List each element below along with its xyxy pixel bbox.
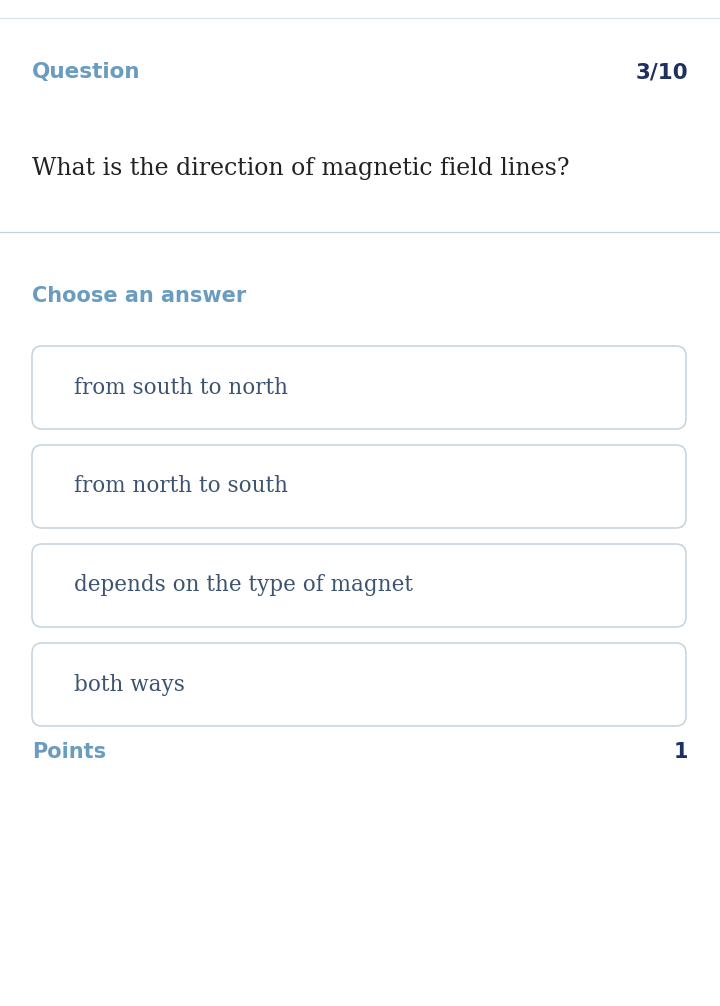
FancyBboxPatch shape: [32, 346, 686, 429]
Text: Choose an answer: Choose an answer: [32, 286, 246, 306]
Text: Points: Points: [32, 742, 106, 762]
Text: from south to north: from south to north: [74, 376, 288, 398]
FancyBboxPatch shape: [32, 643, 686, 726]
FancyBboxPatch shape: [32, 445, 686, 528]
Text: 1: 1: [673, 742, 688, 762]
Text: Question: Question: [32, 62, 140, 82]
FancyBboxPatch shape: [32, 544, 686, 627]
Text: 3/10: 3/10: [635, 62, 688, 82]
Text: depends on the type of magnet: depends on the type of magnet: [74, 574, 413, 597]
Text: from north to south: from north to south: [74, 476, 288, 498]
Text: both ways: both ways: [74, 673, 185, 695]
Text: What is the direction of magnetic field lines?: What is the direction of magnetic field …: [32, 157, 570, 179]
